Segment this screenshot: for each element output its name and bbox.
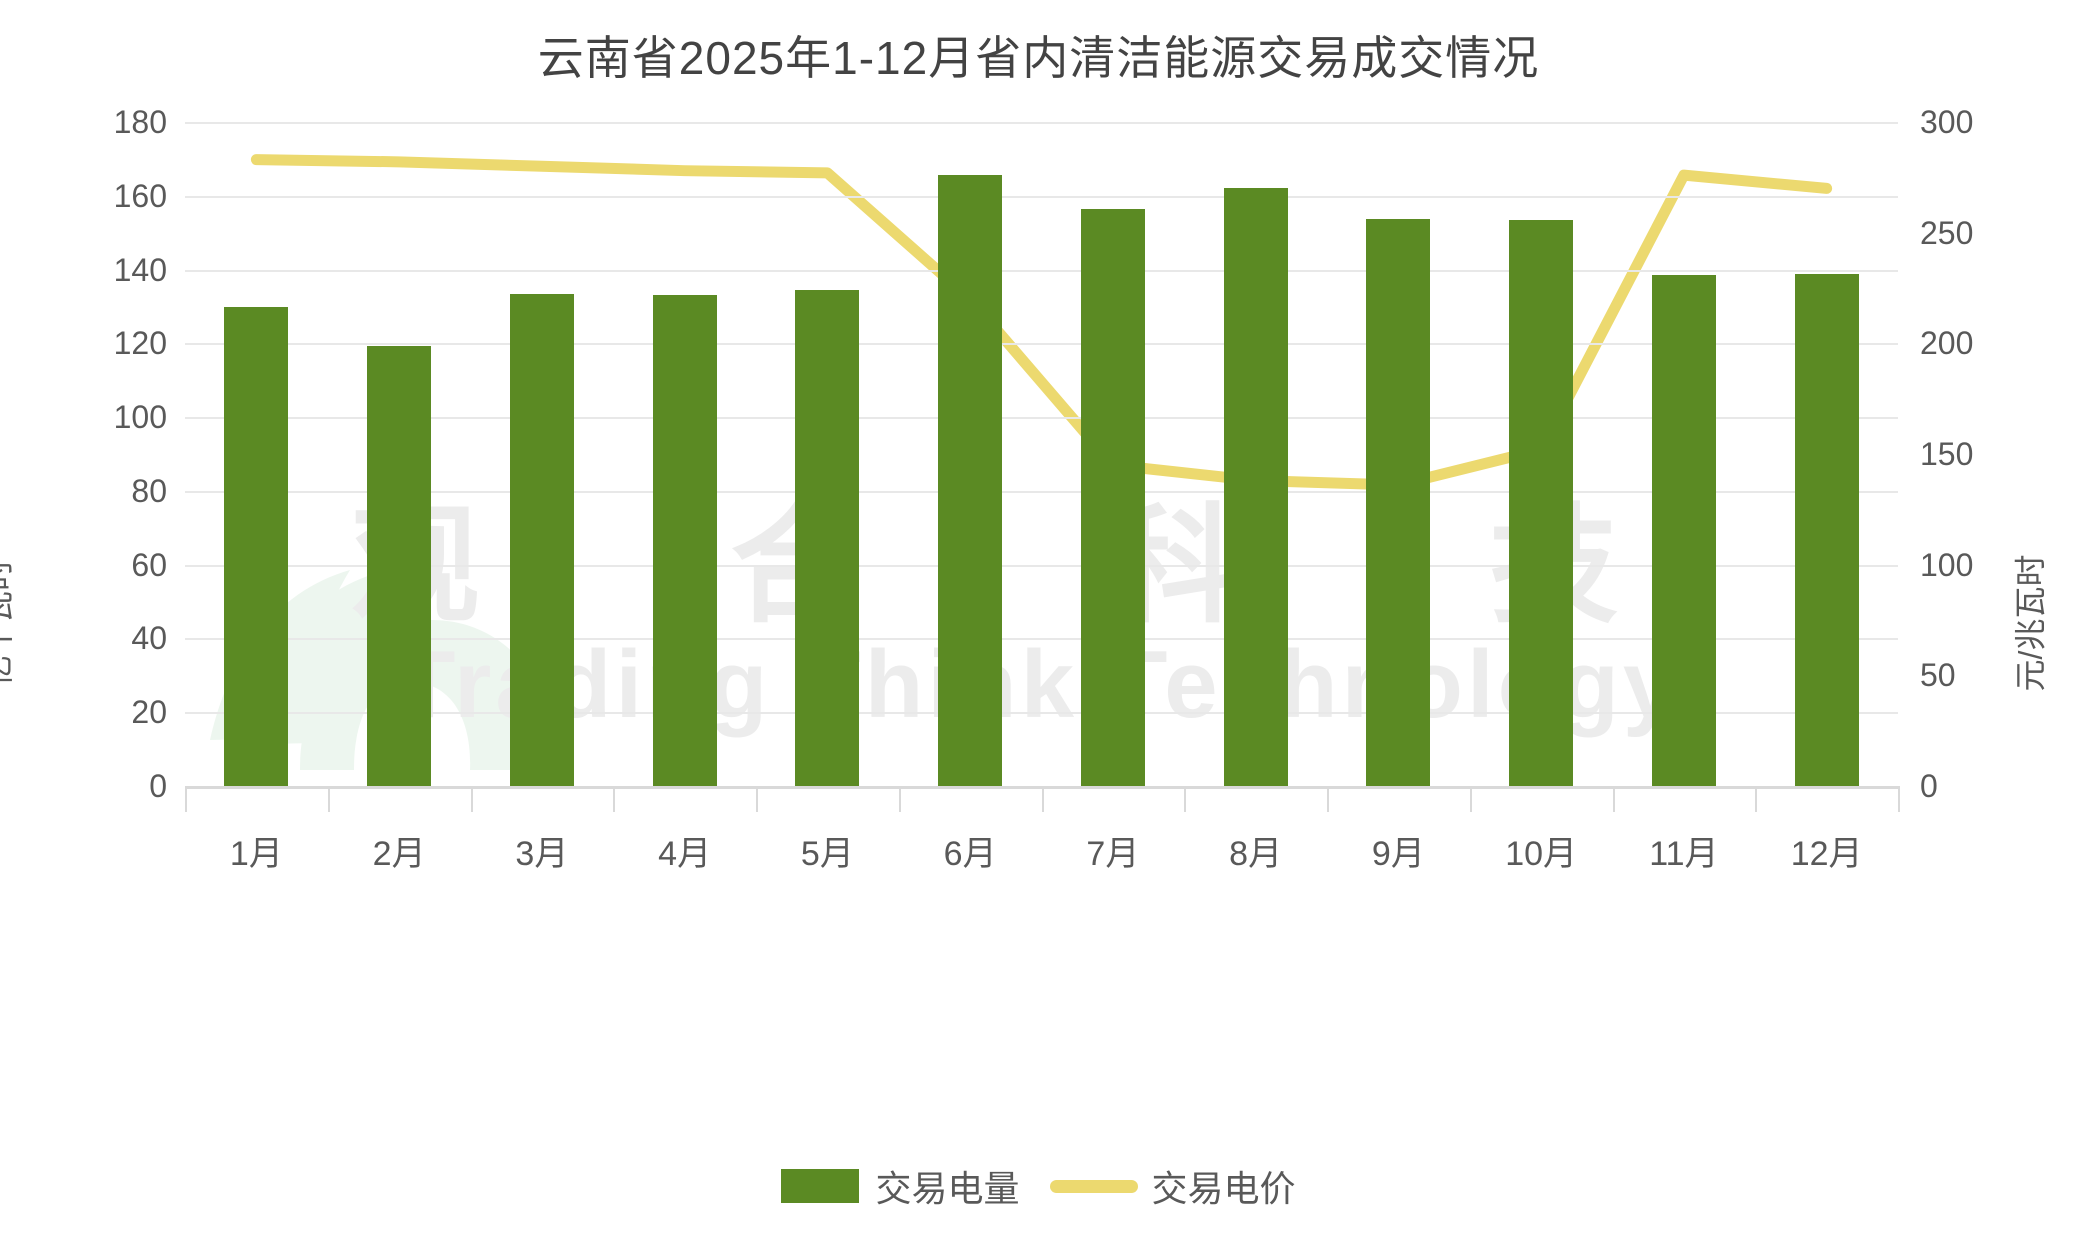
- x-axis-tick-mark: [1327, 786, 1329, 812]
- x-axis-tick-label: 7月: [1086, 835, 1140, 873]
- bar[interactable]: [1366, 219, 1431, 786]
- bar[interactable]: [367, 345, 432, 786]
- x-axis-tick-label: 11月: [1649, 835, 1719, 873]
- x-axis-tick-mark: [756, 786, 758, 812]
- price-line-series: [250, 154, 1833, 491]
- bar[interactable]: [938, 175, 1003, 786]
- bar[interactable]: [224, 307, 289, 786]
- y-axis-tick-label: 60: [131, 546, 167, 583]
- y2-axis-tick-label: 50: [1920, 657, 1956, 694]
- legend-label-price: 交易电价: [1151, 1168, 1296, 1209]
- bar[interactable]: [509, 293, 574, 786]
- x-axis-tick-label: 6月: [943, 835, 997, 873]
- y-axis-tick-label: 140: [113, 251, 167, 288]
- gridline: [185, 269, 1898, 272]
- x-axis-tick-mark: [613, 786, 616, 812]
- x-axis-tick-mark: [1041, 786, 1044, 812]
- bar-swatch-icon: [781, 1169, 860, 1203]
- legend-item-price[interactable]: 交易电价: [1020, 1160, 1296, 1212]
- y-axis-tick-label: 80: [131, 472, 167, 509]
- legend-item-volume[interactable]: 交易电量: [781, 1160, 1020, 1212]
- bar[interactable]: [1794, 273, 1859, 786]
- chart-legend: 交易电量 交易电价: [0, 1160, 2077, 1212]
- x-axis-tick-mark: [898, 786, 901, 812]
- y2-axis-tick-label: 250: [1920, 214, 1974, 251]
- x-axis-tick-label: 12月: [1790, 835, 1863, 873]
- y-axis-tick-label: 120: [113, 325, 167, 362]
- chart-title: 云南省2025年1-12月省内清洁能源交易成交情况: [537, 32, 1540, 84]
- gridline: [185, 638, 1898, 641]
- gridline: [185, 195, 1898, 198]
- gridline: [185, 564, 1898, 567]
- y2-axis-tick-label: 100: [1920, 546, 1974, 583]
- x-axis-tick-label: 2月: [372, 835, 426, 873]
- x-axis-tick-label: 10月: [1505, 835, 1578, 873]
- gridline: [185, 122, 1898, 124]
- gridline: [185, 343, 1898, 346]
- x-axis-tick-mark: [185, 786, 187, 812]
- x-axis-tick-mark: [1898, 786, 1900, 812]
- x-axis-tick-label: 8月: [1229, 835, 1283, 873]
- x-axis-tick-label: 9月: [1371, 835, 1425, 873]
- x-axis-tick-label: 1月: [229, 835, 283, 873]
- x-axis-tick-label: 5月: [800, 835, 854, 873]
- y-axis-tick-label: 40: [131, 620, 167, 657]
- y2-axis-tick-label: 0: [1920, 768, 1938, 804]
- legend-label-volume: 交易电量: [875, 1168, 1020, 1209]
- line-swatch-icon: [1049, 1179, 1138, 1193]
- y2-axis-tick-label: 200: [1920, 325, 1974, 362]
- gridline: [185, 712, 1898, 715]
- y-axis-tick-label: 180: [113, 104, 167, 140]
- bar[interactable]: [1223, 188, 1288, 786]
- x-axis-tick-mark: [327, 786, 330, 812]
- plot-area: [185, 122, 1898, 789]
- y-axis-tick-label: 160: [113, 177, 167, 214]
- price-line[interactable]: [250, 154, 1833, 491]
- x-axis-tick-mark: [470, 786, 473, 812]
- left-axis-title: 亿千瓦时: [0, 558, 17, 688]
- y-axis-tick-label: 20: [131, 694, 167, 731]
- bar[interactable]: [1509, 219, 1574, 786]
- gridline: [185, 490, 1898, 493]
- x-axis-tick-mark: [1612, 786, 1615, 812]
- y-axis-tick-label: 0: [149, 768, 167, 804]
- bar[interactable]: [1080, 209, 1145, 786]
- bar[interactable]: [1651, 275, 1716, 786]
- x-axis-tick-mark: [1469, 786, 1472, 812]
- y2-axis-tick-label: 150: [1920, 436, 1974, 472]
- bar[interactable]: [795, 290, 860, 786]
- bar[interactable]: [652, 295, 717, 786]
- y2-axis-tick-label: 300: [1920, 104, 1974, 140]
- x-axis-tick-label: 3月: [515, 835, 569, 873]
- gridline: [185, 417, 1898, 420]
- x-axis-tick-mark: [1755, 786, 1758, 812]
- y-axis-tick-label: 100: [113, 399, 167, 436]
- x-axis-tick-label: 4月: [658, 835, 712, 873]
- x-axis-tick-mark: [1184, 786, 1187, 812]
